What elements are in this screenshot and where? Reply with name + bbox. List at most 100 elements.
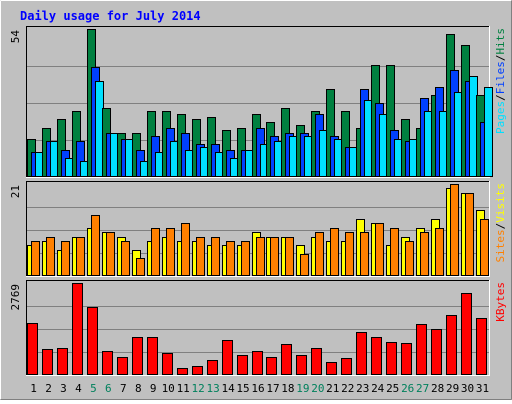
bar-kbytes-day-19 <box>296 355 307 375</box>
legend-sites: Sites <box>494 229 507 262</box>
x-tick-label: 14 <box>221 382 235 395</box>
legend: Sites/Visits <box>494 183 507 263</box>
x-tick-label: 15 <box>236 382 249 395</box>
bar-sites-day-24 <box>375 223 384 276</box>
bar-sites-day-27 <box>420 232 429 276</box>
bar-sites-day-19 <box>300 254 309 276</box>
x-tick-label: 22 <box>341 382 354 395</box>
chart-title: Daily usage for July 2014 <box>20 9 201 23</box>
bar-sites-day-6 <box>106 232 115 276</box>
x-tick-label: 11 <box>177 382 190 395</box>
x-tick-label: 7 <box>120 382 127 395</box>
bar-kbytes-day-2 <box>42 349 53 375</box>
x-tick-label: 4 <box>75 382 82 395</box>
bar-sites-day-28 <box>435 228 444 276</box>
bar-kbytes-day-17 <box>266 357 277 375</box>
bar-kbytes-day-22 <box>341 358 352 375</box>
bar-sites-day-29 <box>450 184 459 276</box>
legend-separator: / <box>494 55 507 62</box>
bar-kbytes-day-3 <box>57 348 68 375</box>
bar-pages-day-31 <box>484 87 493 177</box>
bar-kbytes-day-13 <box>207 360 218 375</box>
legend-hits: Hits <box>494 28 507 55</box>
x-tick-label: 26 <box>401 382 414 395</box>
legend-visits: Visits <box>494 183 507 223</box>
x-tick-label: 19 <box>296 382 309 395</box>
bar-kbytes-day-5 <box>87 307 98 375</box>
bar-sites-day-9 <box>151 228 160 276</box>
legend-separator: / <box>494 94 507 101</box>
bar-sites-day-14 <box>226 241 235 276</box>
x-tick-label: 1 <box>30 382 37 395</box>
bar-sites-day-21 <box>330 228 339 276</box>
bar-kbytes-day-7 <box>117 357 128 375</box>
x-tick-label: 29 <box>446 382 459 395</box>
y-max-label: 54 <box>9 30 22 44</box>
bar-sites-day-18 <box>285 237 294 276</box>
bar-sites-day-15 <box>241 241 250 276</box>
panel-3: 2769 KBytes <box>9 280 507 376</box>
bar-kbytes-day-4 <box>72 283 83 375</box>
x-tick-label: 8 <box>135 382 142 395</box>
panel-2: 21 Sites/Visits <box>9 181 507 277</box>
legend: KBytes <box>494 282 507 322</box>
bar-kbytes-day-15 <box>237 355 248 375</box>
x-tick-label: 17 <box>266 382 279 395</box>
bar-sites-day-1 <box>31 241 40 276</box>
x-tick-label: 16 <box>251 382 264 395</box>
x-tick-label: 2 <box>45 382 52 395</box>
x-tick-label: 10 <box>162 382 175 395</box>
bar-sites-day-7 <box>121 241 130 276</box>
bar-kbytes-day-21 <box>326 362 337 375</box>
bar-kbytes-day-27 <box>416 324 427 375</box>
bar-kbytes-day-10 <box>162 353 173 375</box>
bar-sites-day-31 <box>480 219 489 276</box>
x-tick-label: 27 <box>416 382 429 395</box>
bar-kbytes-day-16 <box>252 351 263 375</box>
legend-files: Files <box>494 61 507 94</box>
bar-kbytes-day-9 <box>147 337 158 375</box>
x-tick-label: 30 <box>461 382 474 395</box>
x-tick-label: 28 <box>431 382 444 395</box>
x-tick-label: 3 <box>60 382 67 395</box>
bar-sites-day-8 <box>136 258 145 276</box>
x-tick-label: 12 <box>191 382 204 395</box>
bar-sites-day-22 <box>345 232 354 276</box>
bar-kbytes-day-25 <box>386 342 397 375</box>
y-max-label: 2769 <box>9 284 22 311</box>
legend-separator: / <box>494 223 507 230</box>
bar-kbytes-day-1 <box>27 323 38 375</box>
bar-sites-day-3 <box>61 241 70 276</box>
bar-sites-day-11 <box>181 223 190 276</box>
bar-sites-day-16 <box>256 237 265 276</box>
y-max-label: 21 <box>9 185 22 198</box>
x-tick-label: 18 <box>281 382 294 395</box>
bar-kbytes-day-20 <box>311 348 322 375</box>
x-tick-label: 31 <box>476 382 489 395</box>
bar-kbytes-day-28 <box>431 329 442 375</box>
bar-sites-day-2 <box>46 237 55 276</box>
bar-kbytes-day-24 <box>371 337 382 375</box>
bar-sites-day-4 <box>76 237 85 276</box>
bar-sites-day-30 <box>465 193 474 276</box>
bar-kbytes-day-8 <box>132 337 143 375</box>
bar-kbytes-day-26 <box>401 343 412 375</box>
bar-sites-day-17 <box>270 237 279 276</box>
bar-sites-day-5 <box>91 215 100 276</box>
bar-sites-day-23 <box>360 232 369 276</box>
bar-kbytes-day-6 <box>102 351 113 375</box>
bar-kbytes-day-29 <box>446 315 457 375</box>
x-tick-label: 5 <box>90 382 97 395</box>
bar-sites-day-13 <box>211 237 220 276</box>
bar-kbytes-day-11 <box>177 368 188 375</box>
x-tick-label: 9 <box>150 382 157 395</box>
bar-kbytes-day-12 <box>192 366 203 375</box>
legend: Pages/Files/Hits <box>494 28 507 134</box>
x-tick-label: 23 <box>356 382 369 395</box>
legend-kbytes: KBytes <box>494 282 507 322</box>
panel-1: 54 Pages/Files/Hits <box>9 26 507 178</box>
bar-kbytes-day-31 <box>476 318 487 375</box>
x-tick-label: 24 <box>371 382 385 395</box>
x-tick-label: 25 <box>386 382 399 395</box>
